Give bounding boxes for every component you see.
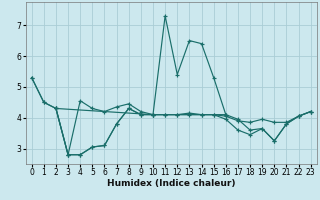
- X-axis label: Humidex (Indice chaleur): Humidex (Indice chaleur): [107, 179, 236, 188]
